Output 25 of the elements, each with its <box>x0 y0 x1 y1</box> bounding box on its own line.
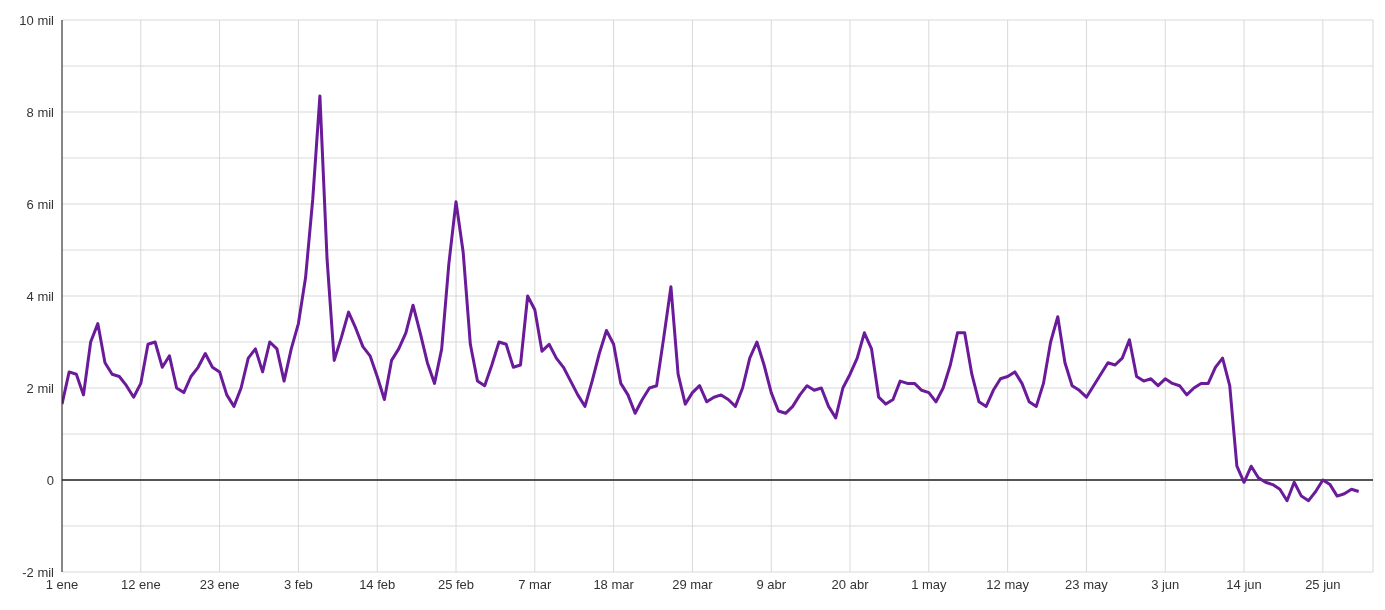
x-tick-label: 3 jun <box>1151 577 1180 593</box>
line-series <box>62 94 1361 503</box>
x-tick-label: 25 feb <box>437 577 475 593</box>
y-tick-label: 0 <box>46 472 54 488</box>
x-tick-label: 20 abr <box>831 577 870 593</box>
x-tick-label: 1 ene <box>45 577 79 593</box>
x-tick-label: 3 feb <box>283 577 313 593</box>
x-tick-label: 23 ene <box>199 577 240 593</box>
x-tick-label: 12 may <box>986 577 1030 593</box>
x-tick-label: 25 jun <box>1305 577 1341 593</box>
y-tick-label: 8 mil <box>26 104 55 120</box>
x-tick-label: 23 may <box>1065 577 1109 593</box>
x-tick-label: 18 mar <box>593 577 635 593</box>
x-tick-label: 1 may <box>911 577 948 593</box>
x-tick-label: 12 ene <box>120 577 161 593</box>
x-tick-label: 14 jun <box>1226 577 1262 593</box>
x-tick-label: 9 abr <box>756 577 787 593</box>
x-tick-label: 14 feb <box>359 577 396 593</box>
y-tick-label: 10 mil <box>19 12 55 28</box>
x-tick-label: 29 mar <box>672 577 714 593</box>
y-tick-label: 4 mil <box>26 288 55 304</box>
x-tick-label: 7 mar <box>518 577 553 593</box>
y-tick-label: -2 mil <box>22 564 55 580</box>
y-tick-label: 6 mil <box>26 196 55 212</box>
y-tick-label: 2 mil <box>26 380 55 396</box>
